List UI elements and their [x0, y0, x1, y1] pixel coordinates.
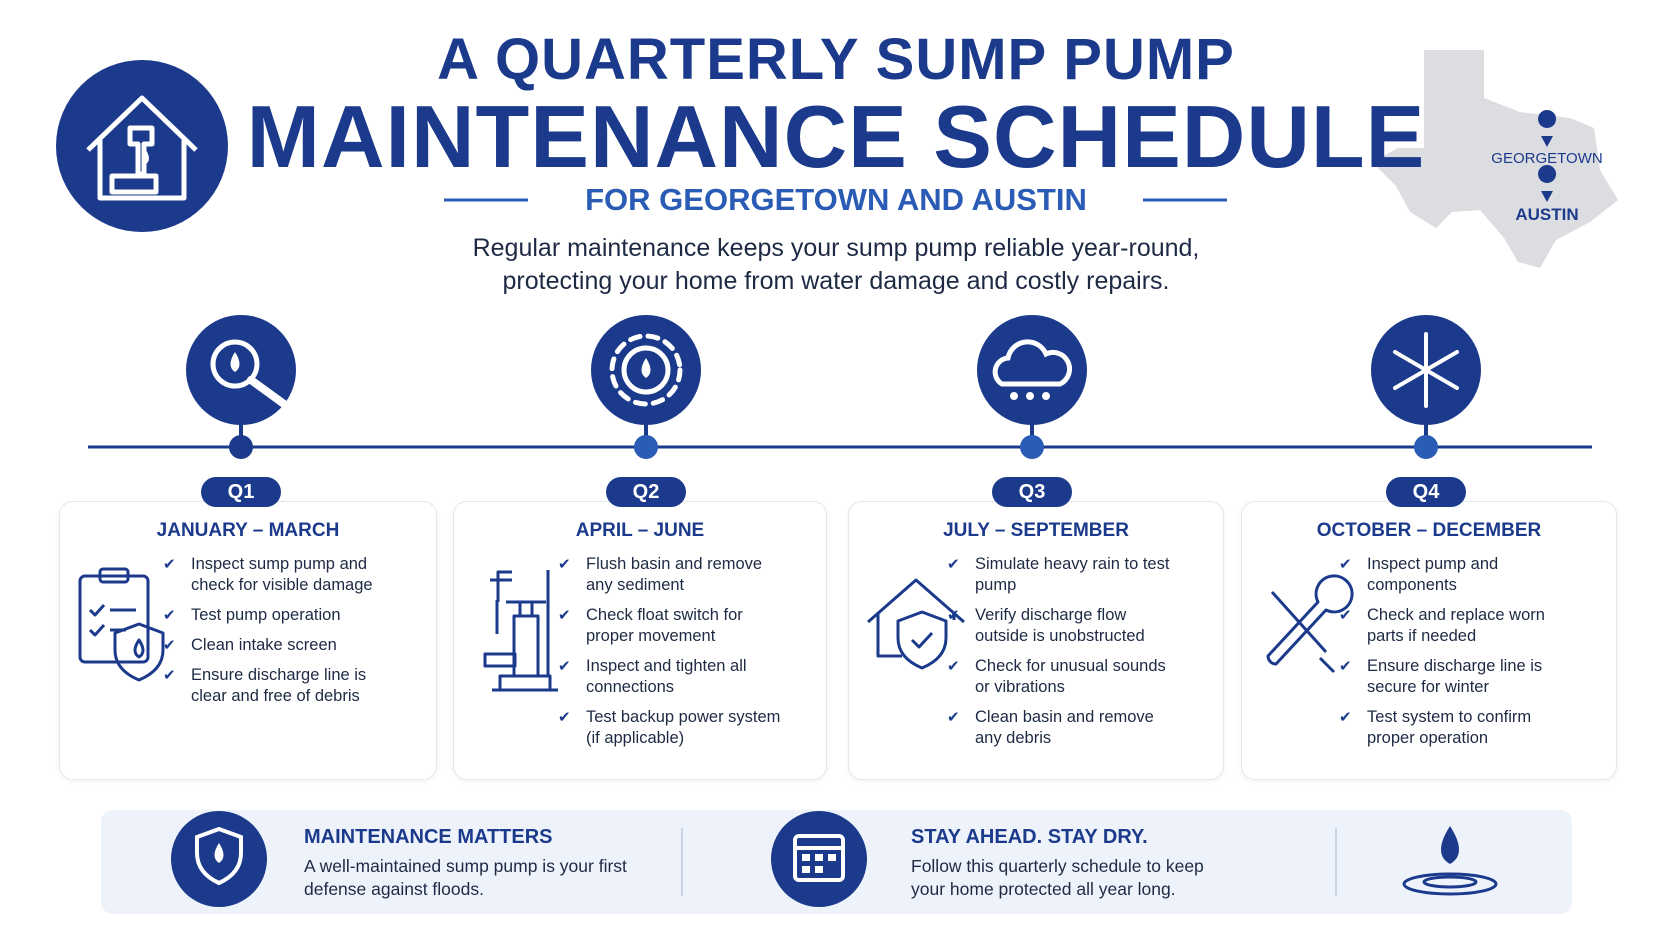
- quarter-months: JULY – SEPTEMBER: [943, 520, 1129, 541]
- quarter-label: Q4: [1386, 477, 1466, 507]
- task-item: Test pump operation: [159, 605, 389, 626]
- task-list: Inspect pump and components Check and rep…: [1335, 554, 1565, 758]
- quarter-label: Q1: [201, 477, 281, 507]
- task-item: Inspect sump pump and check for visible …: [159, 554, 389, 596]
- title-line: MAINTENANCE SCHEDULE: [246, 87, 1426, 186]
- task-item: Test backup power system (if applicable): [554, 707, 784, 749]
- task-list: Flush basin and remove any sediment Check…: [554, 554, 784, 758]
- task-item: Check float switch for proper movement: [554, 605, 784, 647]
- task-item: Ensure discharge line is clear and free …: [159, 665, 389, 707]
- intro: Regular maintenance keeps your sump pump…: [472, 234, 1200, 262]
- footer-text: A well-maintained sump pump is your firs…: [304, 856, 627, 899]
- quarter-months: OCTOBER – DECEMBER: [1316, 520, 1542, 541]
- subtitle: FOR GEORGETOWN AND AUSTIN: [585, 182, 1087, 217]
- task-list: Inspect sump pump and check for visible …: [159, 554, 389, 716]
- quarter-months: JANUARY – MARCH: [156, 520, 340, 541]
- task-item: Simulate heavy rain to test pump: [943, 554, 1173, 596]
- intro: protecting your home from water damage a…: [502, 267, 1170, 295]
- title-line: A QUARTERLY SUMP PUMP: [437, 27, 1235, 92]
- task-item: Ensure discharge line is secure for wint…: [1335, 656, 1565, 698]
- task-item: Test system to confirm proper operation: [1335, 707, 1565, 749]
- task-item: Flush basin and remove any sediment: [554, 554, 784, 596]
- task-item: Check and replace worn parts if needed: [1335, 605, 1565, 647]
- task-list: Simulate heavy rain to test pump Verify d…: [943, 554, 1173, 758]
- footer-text: Follow this quarterly schedule to keep y…: [911, 856, 1204, 899]
- task-item: Inspect pump and components: [1335, 554, 1565, 596]
- task-item: Inspect and tighten all connections: [554, 656, 784, 698]
- task-item: Verify discharge flow outside is unobstr…: [943, 605, 1173, 647]
- quarter-label: Q2: [606, 477, 686, 507]
- task-item: Clean intake screen: [159, 635, 389, 656]
- task-item: Check for unusual sounds or vibrations: [943, 656, 1173, 698]
- map-label: GEORGETOWN: [1491, 150, 1603, 167]
- quarter-label: Q3: [992, 477, 1072, 507]
- footer-title: MAINTENANCE MATTERS: [304, 826, 553, 848]
- footer-title: STAY AHEAD. STAY DRY.: [911, 826, 1148, 848]
- task-item: Clean basin and remove any debris: [943, 707, 1173, 749]
- quarter-months: APRIL – JUNE: [575, 520, 705, 541]
- map-label: AUSTIN: [1515, 205, 1579, 224]
